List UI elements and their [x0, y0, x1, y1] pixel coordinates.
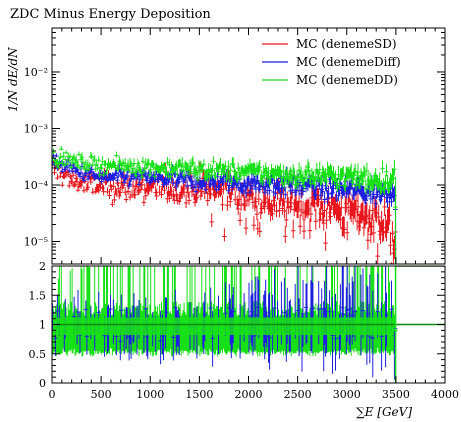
- x-tick-label: 0: [49, 388, 56, 401]
- x-axis-ticks: [51, 28, 446, 383]
- x-tick-label: 4000: [431, 388, 459, 401]
- y-tick-label: 10⁻⁵: [24, 236, 48, 249]
- y-tick-label: 10⁻³: [24, 122, 48, 135]
- ratio-y-tick-label: 1: [39, 319, 46, 332]
- ratio-green-band: [53, 317, 394, 336]
- x-tick-label: 2500: [284, 388, 312, 401]
- ratio-y-tick-label: 0.5: [29, 348, 47, 361]
- y-axis-ticks-main: [52, 27, 445, 265]
- ratio-y-tick-label: 0: [39, 377, 46, 390]
- y-axis-ticks-ratio: [52, 265, 445, 384]
- x-tick-label: 1500: [185, 388, 213, 401]
- legend: MC (denemeSD) MC (denemeDiff) MC (denemeDD…: [262, 37, 401, 87]
- ratio-y-tick-label: 2: [39, 260, 46, 273]
- legend-label-2: MC (denemeDiff): [296, 55, 401, 69]
- chart-title: ZDC Minus Energy Deposition: [10, 7, 211, 22]
- y-tick-label: 10⁻²: [24, 66, 48, 79]
- legend-label-1: MC (denemeSD): [296, 37, 397, 51]
- y-axis-label: 1/N dE/dN: [6, 47, 20, 112]
- series-3-histogram: [52, 146, 398, 264]
- ratio-series-group-inner: [52, 266, 445, 383]
- x-tick-label: 500: [91, 388, 112, 401]
- x-axis-label: ∑E [GeV]: [356, 405, 412, 419]
- y-tick-label: 10⁻⁴: [24, 179, 49, 192]
- x-tick-label: 2000: [235, 388, 263, 401]
- x-tick-label: 3500: [382, 388, 410, 401]
- legend-label-3: MC (denemeDD): [296, 73, 398, 87]
- ratio-y-tick-label: 1.5: [29, 289, 47, 302]
- x-tick-label: 1000: [136, 388, 164, 401]
- ratio-plot-area: 0 500 1000 1500 2000 2500 3000 3500 4000 0 0.5 1 1.5…: [29, 28, 459, 401]
- main-series-group: [52, 146, 398, 264]
- x-tick-label: 3000: [333, 388, 361, 401]
- ratio-series-group: [52, 266, 445, 383]
